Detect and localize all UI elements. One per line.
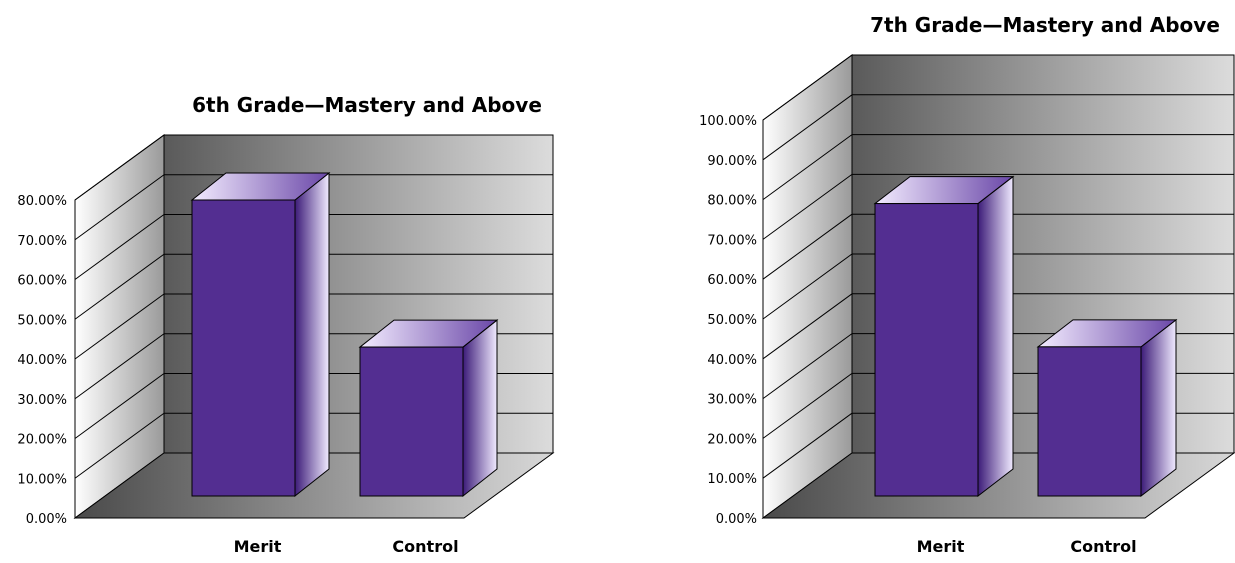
bar-side: [294, 171, 330, 498]
chart-2: 0.00% 10.00% 20.00% 30.00% 40.00% 50.00% 60.00…: [699, 13, 1235, 556]
gridline-side: [74, 174, 165, 241]
bar-control: [1036, 318, 1178, 498]
y-tick-label: 50.00%: [17, 313, 67, 328]
gridline-side: [74, 412, 165, 479]
y-tick-label: 100.00%: [699, 114, 757, 129]
bar-side: [977, 175, 1014, 498]
y-tick-label: 90.00%: [707, 154, 757, 169]
gridline-side: [762, 94, 853, 161]
gridline-side: [74, 373, 165, 439]
bar-control: [358, 319, 499, 498]
category-label: Control: [1070, 537, 1136, 556]
bar-front: [1037, 346, 1142, 497]
y-tick-label: 10.00%: [707, 472, 757, 487]
y-tick-label: 40.00%: [17, 353, 67, 368]
y-tick-label: 60.00%: [707, 273, 757, 288]
gridline-side: [762, 253, 853, 320]
bar-side: [462, 319, 498, 498]
gridline-side: [762, 134, 853, 201]
category-label: Control: [392, 537, 458, 556]
gridline-side: [762, 173, 853, 240]
bar-merit: [190, 171, 331, 498]
chart-title: 6th Grade—Mastery and Above: [192, 93, 542, 117]
y-tick-label: 50.00%: [707, 313, 757, 328]
y-tick-label: 70.00%: [17, 234, 67, 249]
gridline-side: [762, 412, 853, 479]
bar-side: [1140, 318, 1177, 498]
gridline-side: [74, 134, 165, 201]
gridline-side: [762, 372, 853, 439]
y-tick-label: 20.00%: [707, 432, 757, 447]
y-tick-label: 70.00%: [707, 233, 757, 248]
y-tick-label: 20.00%: [17, 433, 67, 448]
gridline-side: [762, 54, 853, 121]
category-label: Merit: [917, 537, 965, 556]
bar-front: [359, 346, 464, 497]
chart-title: 7th Grade—Mastery and Above: [870, 13, 1220, 37]
y-tick-label: 80.00%: [707, 194, 757, 209]
gridline-side: [762, 293, 853, 360]
category-label: Merit: [234, 537, 282, 556]
bar-merit: [873, 175, 1015, 498]
y-tick-label: 30.00%: [707, 393, 757, 408]
bar-front: [191, 199, 296, 497]
gridline-side: [74, 253, 165, 320]
gridline-side: [762, 213, 853, 280]
gridline-side: [74, 293, 165, 360]
gridline-side: [74, 333, 165, 400]
y-tick-label: 10.00%: [17, 472, 67, 487]
y-tick-label: 30.00%: [17, 393, 67, 408]
chart-1: 0.00% 10.00% 20.00% 30.00% 40.00% 50.00% 60.00…: [17, 93, 555, 556]
y-tick-label: 60.00%: [17, 274, 67, 289]
bar-front: [874, 203, 979, 497]
gridline-side: [762, 333, 853, 400]
y-tick-label: 0.00%: [26, 512, 67, 527]
y-tick-label: 80.00%: [17, 194, 67, 209]
y-tick-label: 40.00%: [707, 353, 757, 368]
y-tick-label: 0.00%: [716, 512, 757, 527]
gridline-side: [74, 214, 165, 280]
